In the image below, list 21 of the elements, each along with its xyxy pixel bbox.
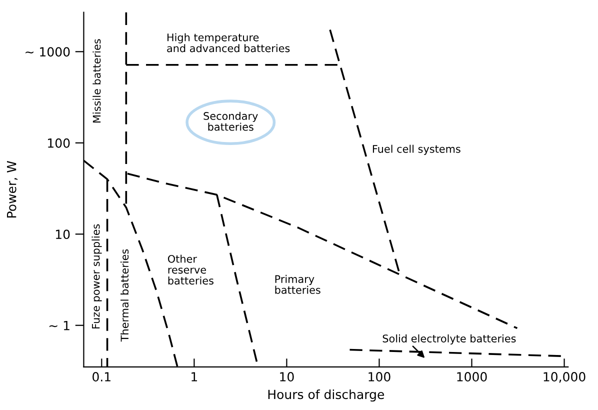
y-tick-label: ~ 1000 bbox=[26, 47, 70, 57]
x-tick-label: 10,000 bbox=[544, 372, 586, 383]
annotation: Solid electrolyte batteries bbox=[382, 334, 516, 344]
annotation: Thermal batteries bbox=[120, 249, 129, 342]
annotation: Primary batteries bbox=[275, 274, 320, 294]
y-tick-label: 100 bbox=[48, 138, 70, 148]
x-tick-label: 1000 bbox=[457, 372, 487, 382]
annotation: Fuze power supplies bbox=[92, 224, 102, 328]
x-tick-label: 100 bbox=[368, 372, 390, 382]
annotation: Secondary batteries bbox=[204, 112, 258, 131]
annotation: High temperature and advanced batteries bbox=[167, 33, 290, 52]
y-tick-label: ~ 1 bbox=[49, 320, 70, 330]
y-axis-title: Power, W bbox=[6, 160, 18, 218]
x-tick-label: 1 bbox=[192, 372, 197, 382]
y-tick-label: 10 bbox=[56, 230, 70, 240]
annotation: Missile batteries bbox=[92, 39, 101, 122]
x-tick-label: 10 bbox=[280, 372, 294, 382]
x-tick-label: 0.1 bbox=[92, 372, 110, 382]
annotation: Fuel cell systems bbox=[372, 144, 460, 155]
x-axis-title: Hours of discharge bbox=[268, 389, 384, 402]
annotation: Other reserve batteries bbox=[168, 254, 214, 285]
